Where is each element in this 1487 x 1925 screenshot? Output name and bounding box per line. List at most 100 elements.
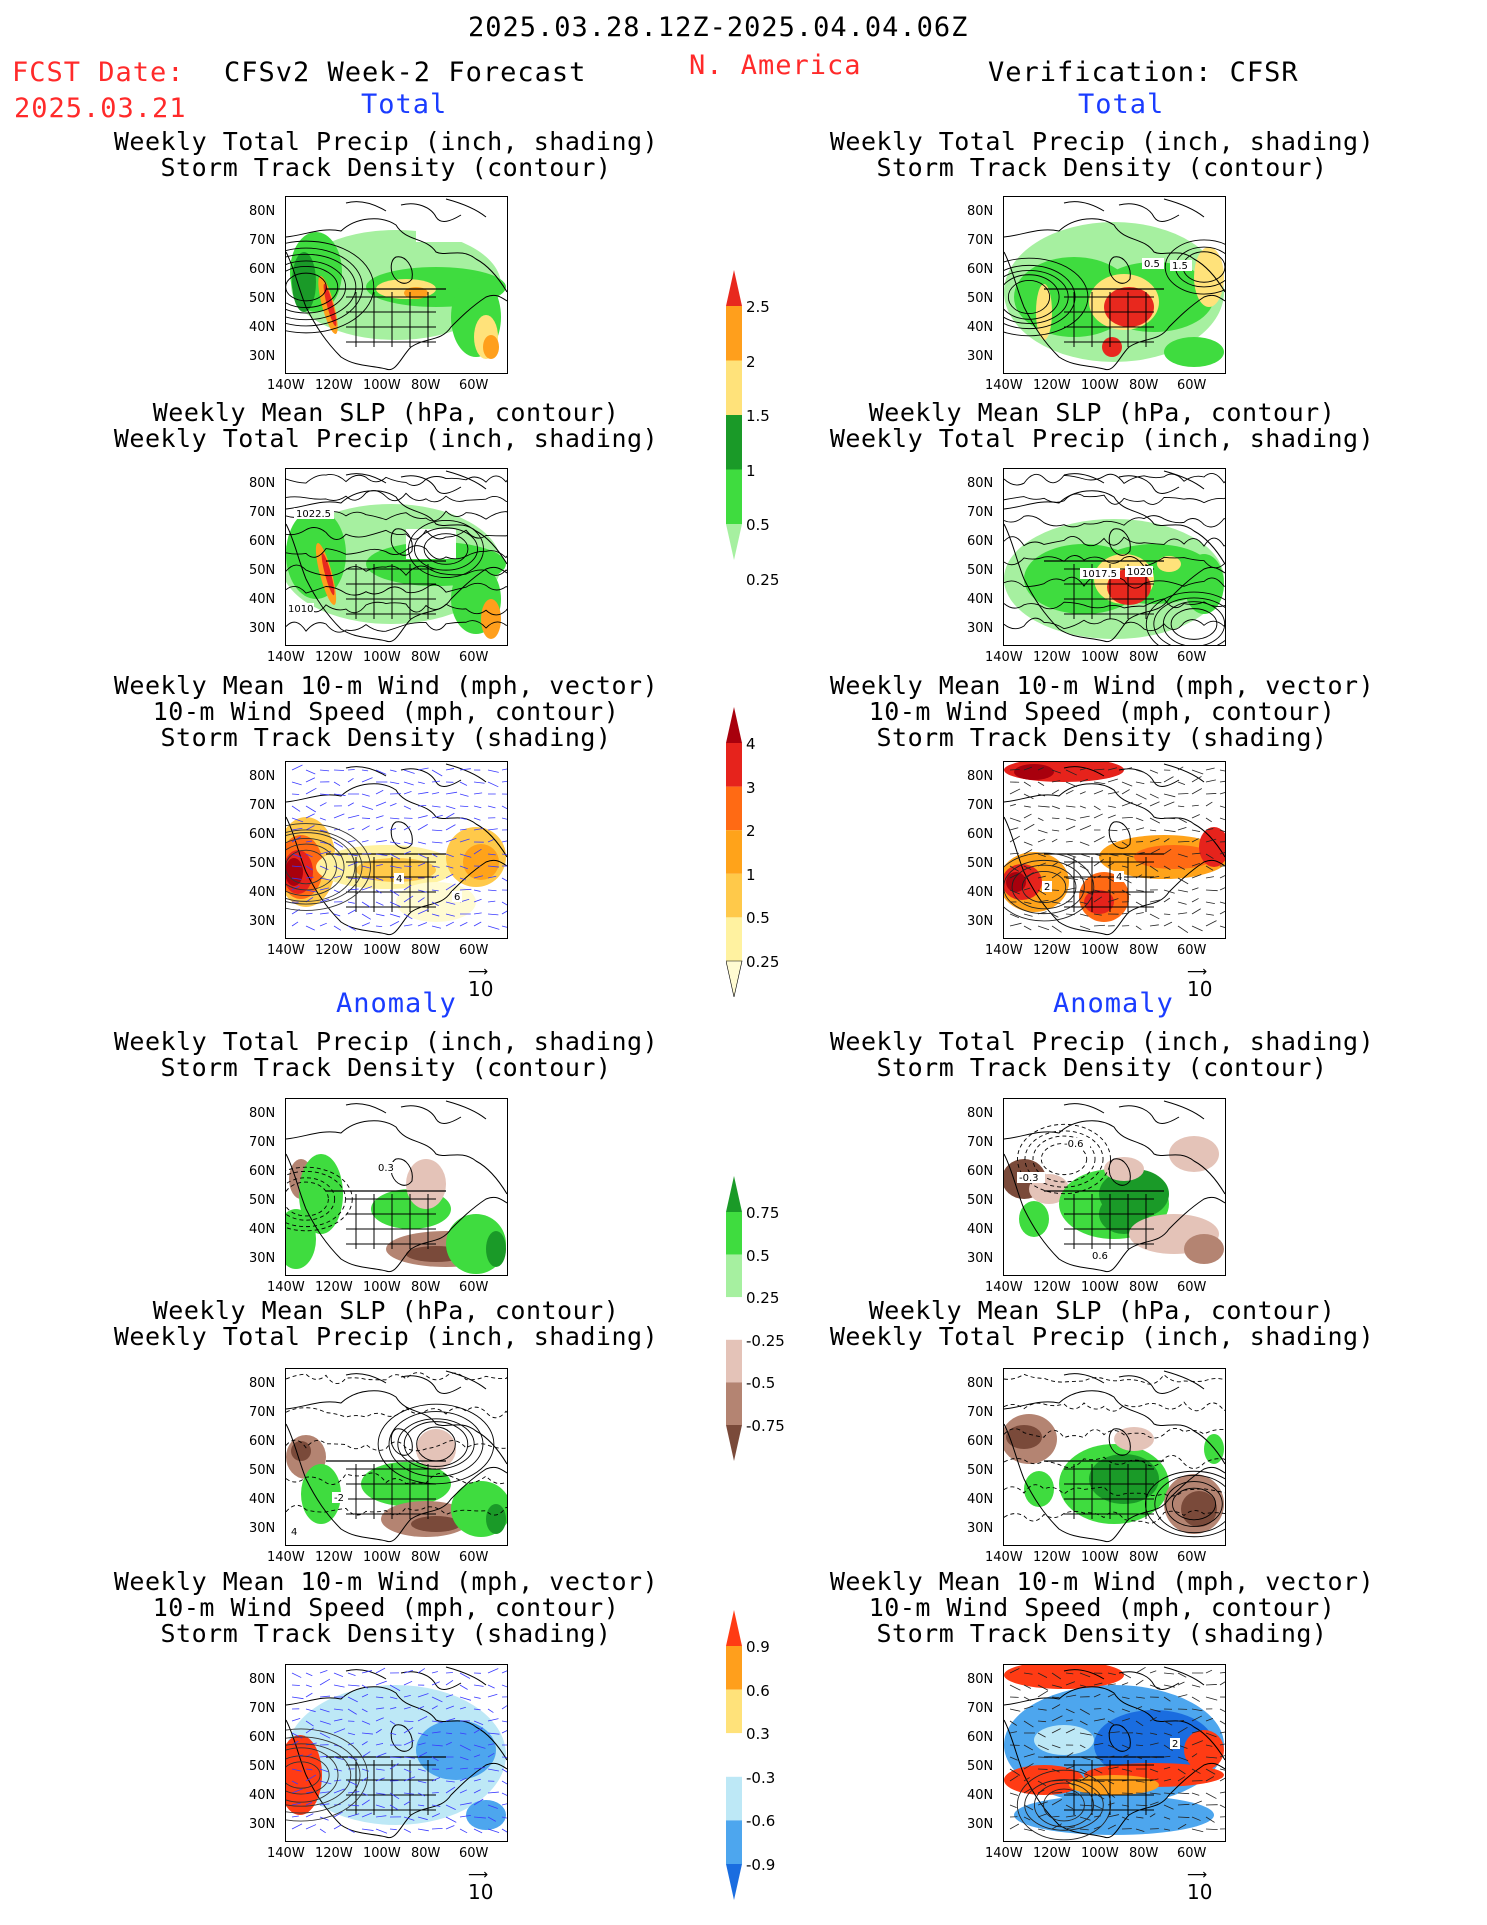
colorbar-tick-label: 0.9 [746, 1638, 770, 1656]
title-oa-wind-2: 10-m Wind Speed (mph, contour) [868, 1593, 1336, 1622]
title-fc-slp-2: Weekly Total Precip (inch, shading) [113, 424, 659, 453]
map-canvas [286, 1666, 507, 1839]
lon-tick-label: 120W [1033, 378, 1071, 393]
lat-tick-label: 70N [249, 1701, 276, 1716]
period-title: 2025.03.28.12Z-2025.04.04.06Z [468, 12, 969, 43]
svg-text:1022.5: 1022.5 [296, 509, 331, 520]
lon-tick-label: 120W [315, 1846, 353, 1861]
svg-text:6: 6 [454, 892, 460, 903]
lon-tick-label: 80W [411, 378, 441, 393]
lon-tick-label: 60W [1177, 943, 1207, 958]
colorbar-tick-label: -0.5 [746, 1374, 776, 1393]
map-observed-total-slp: 1017.5 1020 [1003, 468, 1226, 646]
lat-tick-label: 70N [967, 798, 994, 813]
verification-title: Verification: CFSR [988, 57, 1299, 88]
lat-tick-label: 30N [967, 1817, 994, 1832]
lon-tick-label: 100W [1081, 943, 1119, 958]
lat-tick-label: 30N [249, 1817, 276, 1832]
lat-tick-label: 50N [967, 1759, 994, 1774]
lat-tick-label: 30N [249, 914, 276, 929]
lat-tick-label: 60N [967, 827, 994, 842]
fcst-date-value: 2025.03.21 [14, 93, 187, 124]
lat-tick-label: 60N [249, 1164, 276, 1179]
svg-text:0.6: 0.6 [1092, 1251, 1108, 1262]
vector-ref-fc-anom: ⟶ 10 [468, 1867, 494, 1904]
lat-tick-label: 40N [249, 1222, 276, 1237]
colorbar-tick-label: 0.75 [746, 1204, 780, 1222]
lat-tick-label: 50N [967, 1193, 994, 1208]
vector-ref-fc-total: ⟶ 10 [468, 964, 494, 1001]
lat-tick-label: 50N [249, 291, 276, 306]
lat-tick-label: 30N [967, 1251, 994, 1266]
lat-tick-label: 80N [249, 476, 276, 491]
lon-tick-label: 60W [1177, 650, 1207, 665]
lat-tick-label: 50N [967, 563, 994, 578]
colorbar-tick-label: -0.6 [746, 1812, 776, 1831]
title-fc-slp-1: Weekly Mean SLP (hPa, contour) [152, 398, 620, 427]
colorbar-tick-label: 0.5 [746, 516, 770, 534]
map-canvas [1004, 1370, 1225, 1543]
colorbar-tick-label: 0.5 [746, 1246, 770, 1265]
lon-tick-label: 60W [459, 1280, 489, 1295]
lon-tick-label: 120W [315, 650, 353, 665]
lon-tick-label: 120W [1033, 1846, 1071, 1861]
lon-tick-label: 140W [267, 1550, 305, 1565]
lat-tick-label: 30N [249, 349, 276, 364]
lon-tick-label: 120W [1033, 1280, 1071, 1295]
lat-tick-label: 50N [967, 1463, 994, 1478]
title-fa-slp-1: Weekly Mean SLP (hPa, contour) [152, 1296, 620, 1325]
lon-tick-label: 140W [985, 1550, 1023, 1565]
map-canvas [286, 198, 507, 371]
map-observed-anomaly-slp [1003, 1368, 1226, 1546]
colorbar-swatches [726, 707, 743, 997]
lat-tick-label: 40N [249, 1788, 276, 1803]
lat-tick-label: 60N [967, 534, 994, 549]
lon-tick-label: 140W [267, 650, 305, 665]
svg-text:0.3: 0.3 [378, 1163, 394, 1174]
colorbar-tick-label: 0.25 [746, 570, 780, 589]
lat-tick-label: 80N [249, 204, 276, 219]
model-title: CFSv2 Week-2 Forecast [224, 57, 587, 88]
colorbar-track-total: 4 3 2 1 0.5 0.25 [726, 707, 779, 997]
lon-tick-label: 120W [1033, 943, 1071, 958]
lat-tick-label: 30N [967, 349, 994, 364]
svg-text:2: 2 [1044, 882, 1050, 893]
lat-tick-label: 40N [967, 320, 994, 335]
title-fc-precip-1: Weekly Total Precip (inch, shading) [113, 127, 659, 156]
title-ob-wind-1: Weekly Mean 10-m Wind (mph, vector) [829, 671, 1375, 700]
lat-tick-label: 40N [249, 885, 276, 900]
lat-tick-label: 60N [967, 262, 994, 277]
map-canvas: -2 4 [286, 1370, 507, 1543]
lat-tick-label: 80N [249, 1106, 276, 1121]
map-observed-total-precip: 0.5 1.5 [1003, 196, 1226, 374]
map-forecast-anomaly-wind [285, 1664, 508, 1842]
lat-tick-label: 80N [249, 1376, 276, 1391]
svg-text:0.5: 0.5 [1144, 259, 1160, 270]
colorbar-precip-anomaly: 0.75 0.5 0.25 -0.25 -0.5 -0.75 [726, 1176, 785, 1461]
title-oa-slp-2: Weekly Total Precip (inch, shading) [829, 1322, 1375, 1351]
lat-tick-label: 60N [249, 262, 276, 277]
lat-tick-label: 40N [249, 592, 276, 607]
region-title: N. America [689, 50, 862, 81]
lon-tick-label: 120W [1033, 1550, 1071, 1565]
lon-tick-label: 100W [363, 943, 401, 958]
title-fa-wind-1: Weekly Mean 10-m Wind (mph, vector) [113, 1567, 659, 1596]
lon-tick-label: 60W [459, 1550, 489, 1565]
lon-tick-label: 80W [1129, 378, 1159, 393]
lon-tick-label: 140W [267, 1280, 305, 1295]
map-canvas: 2 [1004, 1665, 1225, 1841]
title-oa-wind-1: Weekly Mean 10-m Wind (mph, vector) [829, 1567, 1375, 1596]
lon-tick-label: 80W [1129, 1280, 1159, 1295]
colorbar-tick-label: 3 [746, 778, 756, 797]
lon-tick-label: 80W [411, 1846, 441, 1861]
lat-tick-label: 80N [249, 769, 276, 784]
lat-tick-label: 70N [967, 1405, 994, 1420]
map-canvas: 1022.5 1010 [286, 470, 507, 643]
lat-tick-label: 70N [967, 505, 994, 520]
colorbar-tick-label: 0.25 [746, 953, 780, 971]
section-anomaly-left: Anomaly [336, 988, 457, 1019]
title-oa-slp-1: Weekly Mean SLP (hPa, contour) [868, 1296, 1336, 1325]
lat-tick-label: 50N [249, 856, 276, 871]
lon-tick-label: 60W [459, 1846, 489, 1861]
colorbar-track-anomaly: 0.9 0.6 0.3 -0.3 -0.6 -0.9 [726, 1610, 775, 1900]
